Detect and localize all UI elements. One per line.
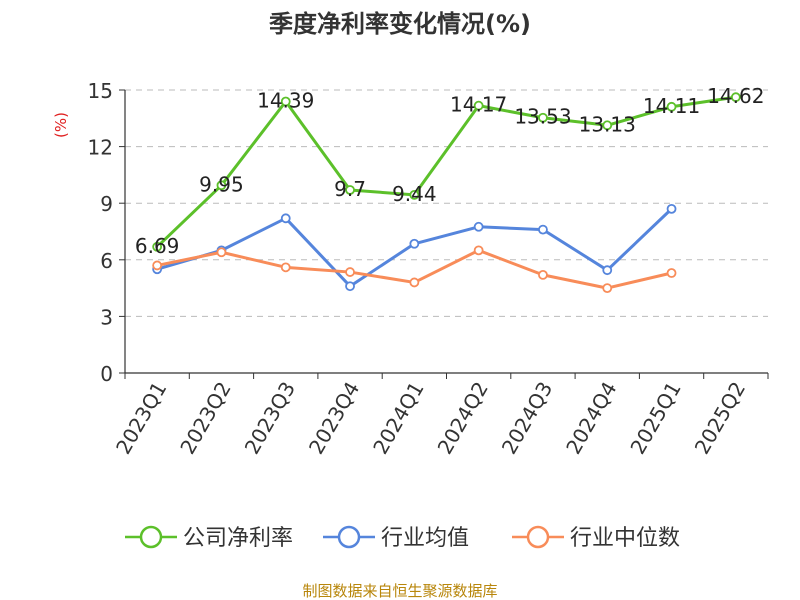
y-tick-label: 0 — [100, 362, 113, 386]
x-tick-label: 2024Q1 — [368, 378, 428, 459]
data-point — [345, 281, 355, 292]
legend-label: 行业均值 — [381, 526, 469, 551]
x-tick-label: 2024Q3 — [497, 378, 557, 459]
data-point — [538, 112, 548, 123]
data-label: 14.39 — [257, 89, 314, 113]
y-axis-label: (%) — [52, 112, 70, 138]
legend-label: 公司净利率 — [183, 526, 293, 551]
x-tick-label: 2024Q4 — [561, 378, 621, 459]
grid-lines — [125, 89, 768, 317]
y-tick-label: 9 — [100, 192, 113, 216]
data-point — [538, 269, 548, 280]
x-tick-label: 2023Q2 — [175, 378, 235, 459]
legend-item-0[interactable]: 公司净利率 — [125, 525, 293, 551]
data-label: 14.62 — [707, 84, 764, 108]
data-label: 13.13 — [579, 112, 636, 136]
data-point — [473, 221, 484, 232]
legend-item-1[interactable]: 行业均值 — [323, 525, 469, 551]
data-point — [409, 238, 420, 249]
x-tick-label: 2023Q4 — [304, 378, 364, 459]
data-point — [280, 262, 291, 273]
data-point — [730, 92, 741, 103]
data-labels: 6.69 9.95 14.39 9.7 9.44 14.17 13.53 13.13 14.11… — [135, 84, 765, 258]
data-point — [602, 283, 613, 294]
chart-title: 季度净利率变化情况(%) — [269, 10, 531, 38]
data-label: 14.11 — [643, 94, 700, 118]
legend-marker — [337, 525, 361, 549]
data-label: 9.95 — [199, 172, 244, 196]
data-point — [216, 180, 227, 191]
data-label: 9.44 — [392, 182, 437, 206]
data-point — [602, 265, 613, 276]
data-point — [345, 185, 355, 195]
data-point — [666, 203, 677, 214]
data-point — [152, 260, 163, 271]
data-label: 14.17 — [450, 93, 507, 117]
legend-label: 行业中位数 — [570, 526, 680, 551]
y-tick-label: 15 — [88, 79, 113, 103]
data-point — [409, 189, 420, 200]
data-point — [666, 268, 677, 278]
x-tick-label: 2024Q2 — [433, 378, 493, 459]
y-tick-label: 12 — [88, 136, 113, 160]
y-tick-label: 3 — [100, 305, 113, 329]
data-point — [152, 241, 163, 252]
x-tick-label: 2023Q3 — [240, 378, 300, 459]
data-point — [602, 120, 613, 131]
series-line-0 — [156, 95, 737, 248]
series-lines — [152, 92, 741, 294]
data-point — [666, 101, 677, 112]
data-label: 13.53 — [514, 105, 571, 129]
x-tick-label: 2023Q1 — [111, 378, 171, 459]
x-tick-label: 2025Q1 — [625, 378, 685, 459]
data-point — [345, 267, 355, 277]
data-point — [538, 224, 548, 235]
legend-marker — [139, 525, 163, 549]
data-point — [216, 247, 227, 258]
data-label: 9.7 — [334, 177, 366, 201]
y-tick-label: 6 — [100, 249, 113, 273]
legend-item-2[interactable]: 行业中位数 — [512, 525, 680, 551]
data-point — [280, 96, 291, 107]
data-point — [409, 277, 420, 288]
data-label: 6.69 — [135, 234, 180, 258]
data-point — [280, 213, 291, 224]
data-point — [473, 100, 484, 111]
data-point — [473, 245, 484, 256]
legend-marker — [526, 525, 550, 549]
x-tick-label: 2025Q2 — [690, 378, 750, 459]
legend: 公司净利率 行业均值 行业中位数 — [125, 525, 680, 551]
source-note: 制图数据来自恒生聚源数据库 — [302, 582, 497, 600]
